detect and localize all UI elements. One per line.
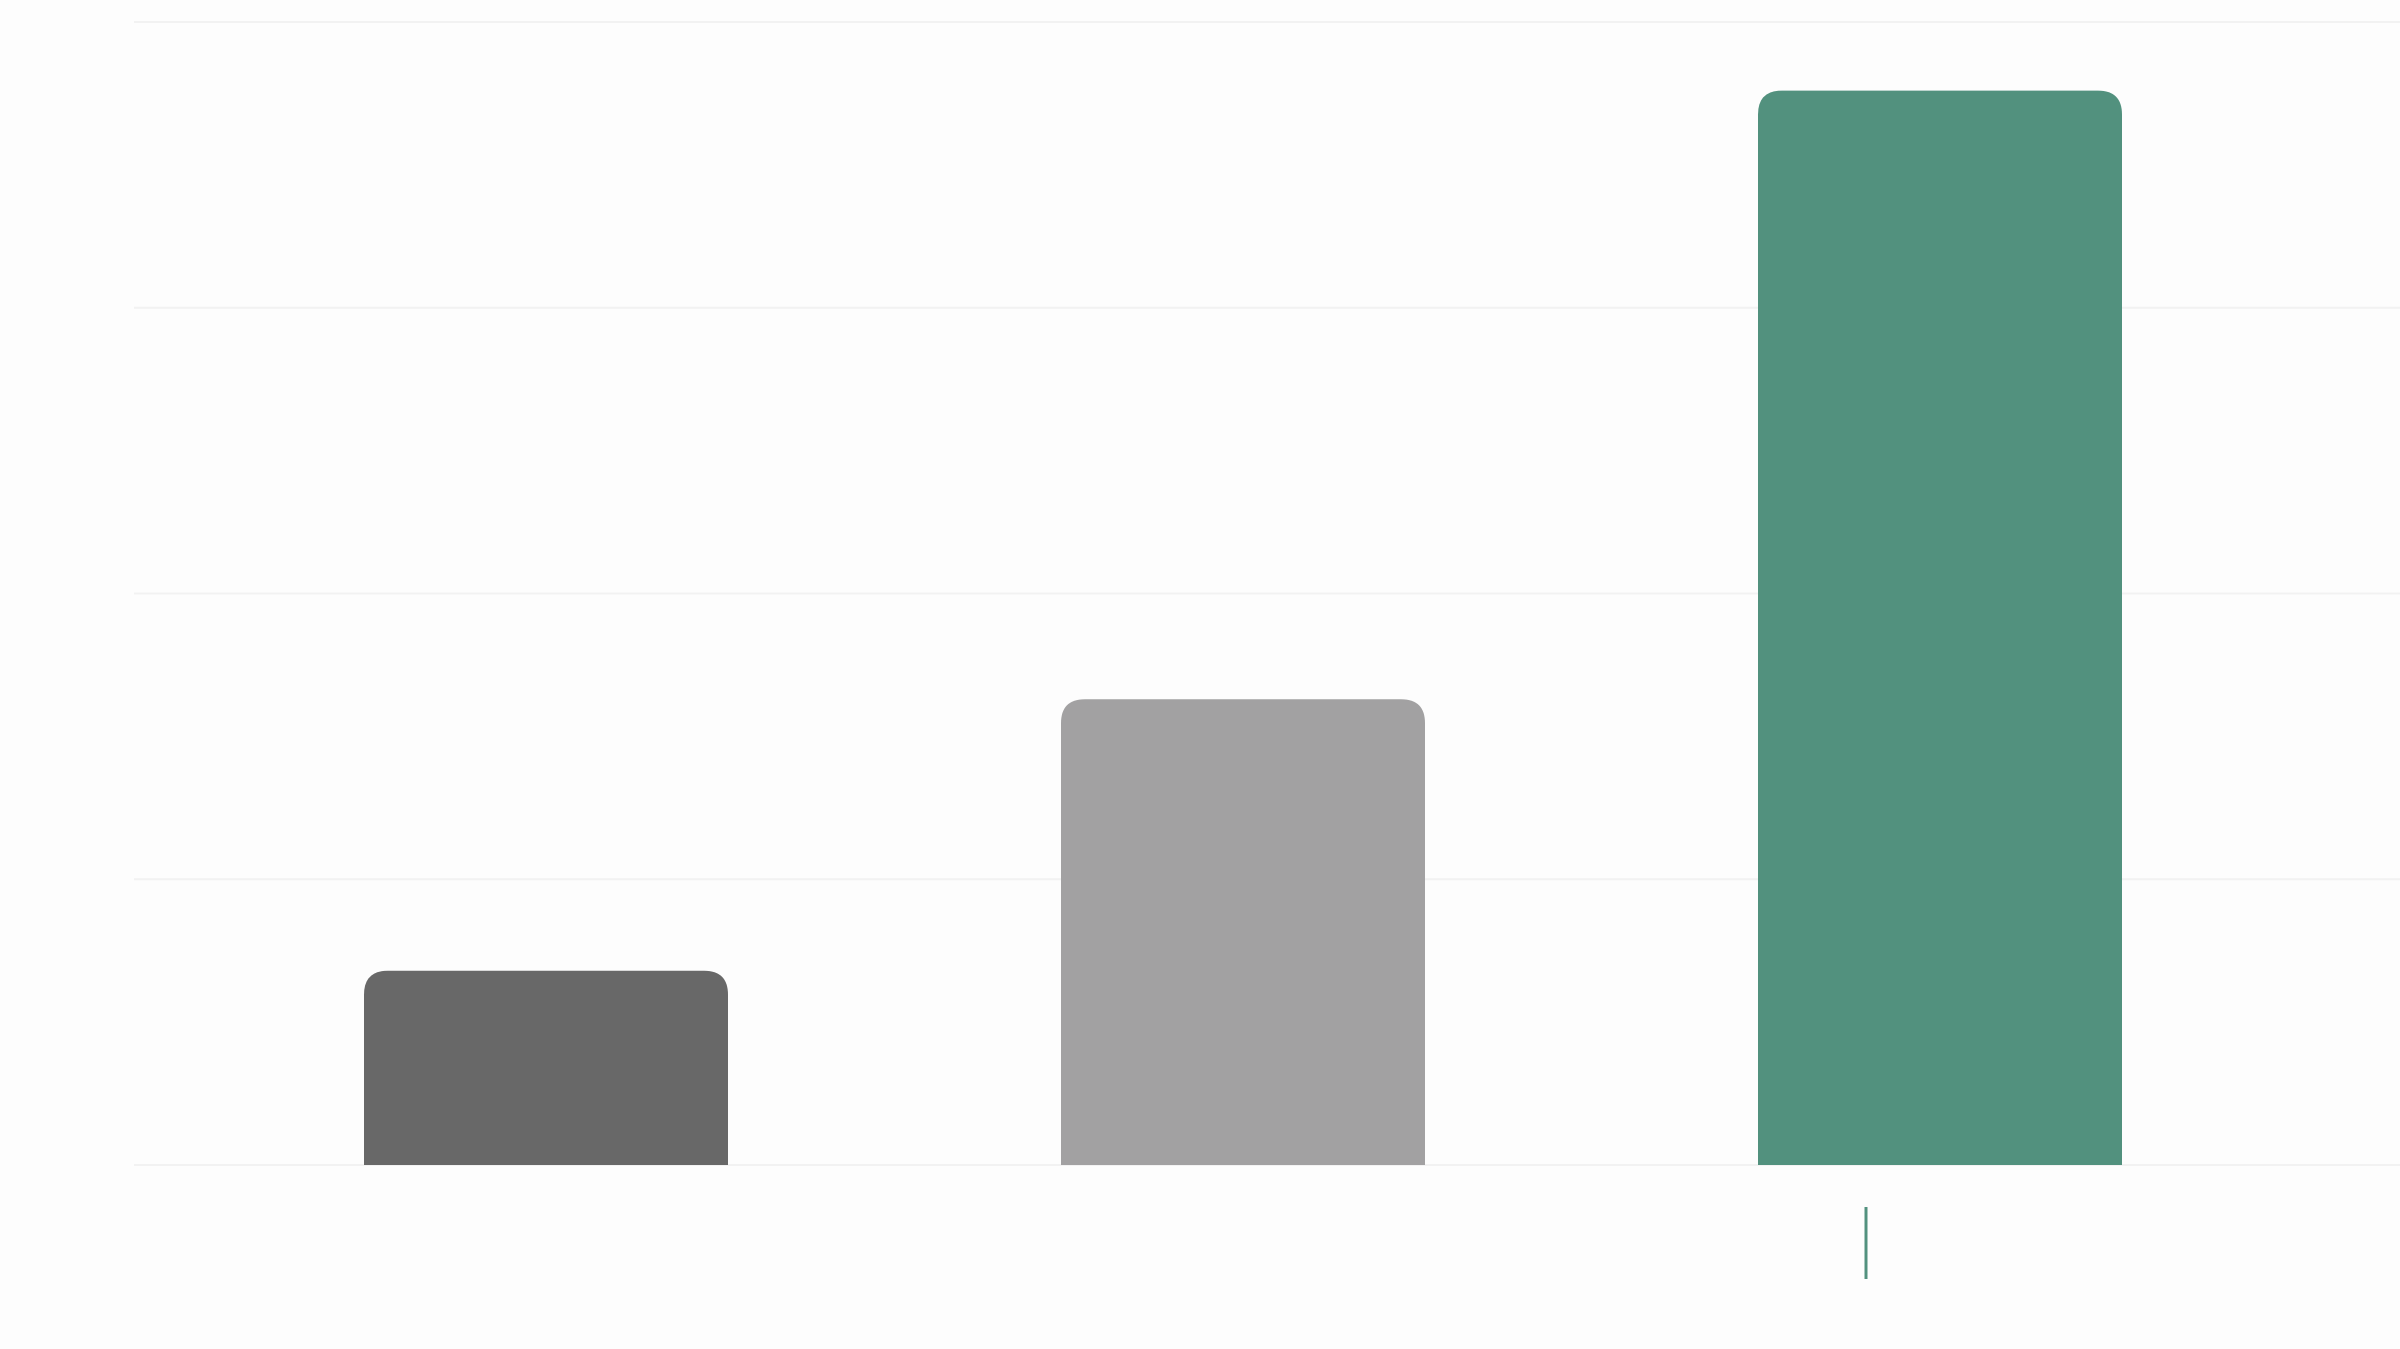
bar-1	[364, 970, 728, 1165]
bar-3	[1758, 90, 2122, 1166]
bars	[364, 90, 2122, 1166]
bar-2	[1061, 699, 1425, 1165]
